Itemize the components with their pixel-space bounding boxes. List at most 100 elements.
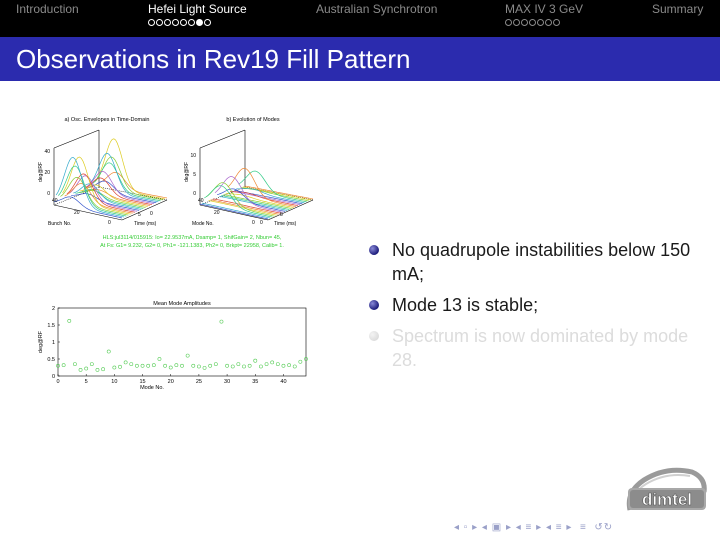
figure-a-xtick-0: 0: [108, 220, 111, 226]
data-point: [208, 363, 213, 368]
data-point: [146, 363, 151, 368]
measurement-info: HLS:jul3114/015915: Io= 22.9537mA, Dsamp…: [100, 235, 284, 249]
slide-title: Observations in Rev19 Fill Pattern: [16, 44, 411, 74]
figure-a-title: a) Osc. Envelopes in Time-Domain: [65, 117, 150, 123]
surface-trace: [96, 138, 165, 200]
data-point: [112, 365, 117, 370]
nav-frame-dot[interactable]: [505, 19, 512, 26]
surface-trace: [204, 185, 273, 218]
x-tick-label: 0: [56, 379, 59, 385]
svg-text:dimtel: dimtel: [642, 490, 692, 509]
bullet-text-3: Spectrum is now dominated by mode 28.: [392, 326, 689, 370]
nav-frame-dot[interactable]: [164, 19, 171, 26]
x-tick-label: 25: [196, 379, 202, 385]
figure-b-ytick-1: 5: [280, 212, 283, 218]
y-tick-label: 0.5: [47, 357, 55, 363]
nav-section-2[interactable]: Hefei Light Source: [148, 2, 247, 16]
nav-section-1[interactable]: Introduction: [16, 2, 79, 16]
figure-b-ztick-2: 10: [190, 153, 196, 159]
nav-frame-dot[interactable]: [529, 19, 536, 26]
figure-a-xlabel: Bunch No.: [48, 221, 71, 227]
figure-b-ytick-0: 0: [260, 220, 263, 226]
bullet-item-2: Mode 13 is stable;: [368, 293, 698, 317]
nav-frame-dot[interactable]: [188, 19, 195, 26]
data-point: [168, 365, 173, 370]
nav-section-3[interactable]: Australian Synchrotron: [316, 2, 438, 16]
nav-frame-dot[interactable]: [553, 19, 560, 26]
x-tick-label: 20: [168, 379, 174, 385]
beamer-navigation-symbols[interactable]: ◂ ▫ ▸ ◂ ▣ ▸ ◂ ≡ ▸ ◂ ≡ ▸ ≡ ↺↻: [454, 522, 614, 533]
nav-frame-dot[interactable]: [521, 19, 528, 26]
section-navigation-bar: Introduction Hefei Light Source Australian…: [0, 0, 720, 37]
surface-trace: [210, 199, 279, 215]
data-point: [95, 367, 100, 372]
data-point: [135, 363, 139, 368]
surface-trace: [242, 186, 311, 201]
data-point: [247, 363, 252, 368]
data-point: [56, 363, 60, 368]
surface-trace: [55, 157, 125, 218]
surface-trace: [212, 198, 281, 214]
bullet-text-1: No quadrupole instabilities below 150 mA…: [392, 240, 691, 284]
data-point: [236, 362, 241, 367]
nav-frame-dot[interactable]: [513, 19, 520, 26]
mean-mode-amplitudes-chart: Mean Mode Amplitudes 0 5 10 15 20 25 30 35 40 0 0.5…: [38, 301, 308, 391]
x-tick-label: 15: [139, 379, 145, 385]
surface-trace: [83, 177, 153, 206]
data-point: [89, 362, 94, 367]
data-point: [123, 360, 128, 365]
surface-trace: [236, 188, 305, 204]
data-point: [292, 364, 297, 369]
nav-frame-dot[interactable]: [196, 19, 203, 26]
bullet-ball-icon: [369, 300, 379, 310]
nav-frame-dot[interactable]: [172, 19, 179, 26]
data-point: [129, 362, 134, 367]
nav-frame-dot[interactable]: [537, 19, 544, 26]
surface-trace: [53, 196, 123, 219]
chart-ylabel: deg@RF: [38, 330, 44, 353]
chart-xlabel: Mode No.: [140, 385, 164, 391]
surface-trace: [85, 171, 155, 205]
figure-a-xtick-2: 40: [52, 198, 58, 204]
y-tick-label: 1.5: [47, 323, 55, 329]
data-point: [163, 363, 167, 368]
x-tick-label: 5: [85, 379, 88, 385]
nav-section-4[interactable]: MAX IV 3 GeV: [505, 2, 584, 16]
data-point: [73, 362, 77, 367]
data-point: [202, 365, 207, 370]
data-point: [157, 357, 162, 361]
dimtel-logo: dimtel: [626, 467, 707, 511]
surface-trace: [90, 152, 159, 203]
nav-section-5[interactable]: Summary: [652, 2, 704, 16]
data-point: [253, 358, 258, 363]
figure-a-ytick-0: 0: [150, 211, 153, 217]
data-point: [174, 363, 179, 368]
surface-trace: [244, 185, 314, 200]
surface-trace: [62, 156, 131, 215]
nav-frame-dot[interactable]: [204, 19, 211, 26]
data-point: [298, 359, 303, 364]
chart-title: Mean Mode Amplitudes: [153, 301, 211, 307]
bullet-item-3: Spectrum is now dominated by mode 28.: [368, 324, 698, 372]
surface-trace: [208, 200, 277, 216]
figure-a-zlabel: deg@RF: [38, 162, 44, 182]
nav-frame-dot[interactable]: [156, 19, 163, 26]
figure-b-ztick-0: 0: [193, 191, 196, 197]
x-tick-label: 30: [224, 379, 230, 385]
data-point: [67, 319, 72, 323]
nav-frame-dot[interactable]: [180, 19, 187, 26]
surface-trace: [199, 203, 269, 220]
data-point: [287, 363, 291, 368]
data-point: [84, 366, 89, 371]
figure-a-ylabel: Time (ms): [134, 221, 157, 227]
nav-frame-dot[interactable]: [148, 19, 155, 26]
data-point: [101, 367, 105, 372]
surface-trace: [206, 182, 275, 217]
figure-osc-envelopes: a) Osc. Envelopes in Time-Domain deg@RF …: [38, 117, 168, 227]
surface-trace: [229, 191, 299, 207]
bullet-item-1: No quadrupole instabilities below 150 mA…: [368, 238, 698, 286]
figure-a-ztick-1: 20: [44, 170, 50, 176]
nav-frame-dot[interactable]: [545, 19, 552, 26]
surface-trace: [98, 172, 168, 199]
figure-a-ytick-1: 5: [138, 212, 141, 218]
